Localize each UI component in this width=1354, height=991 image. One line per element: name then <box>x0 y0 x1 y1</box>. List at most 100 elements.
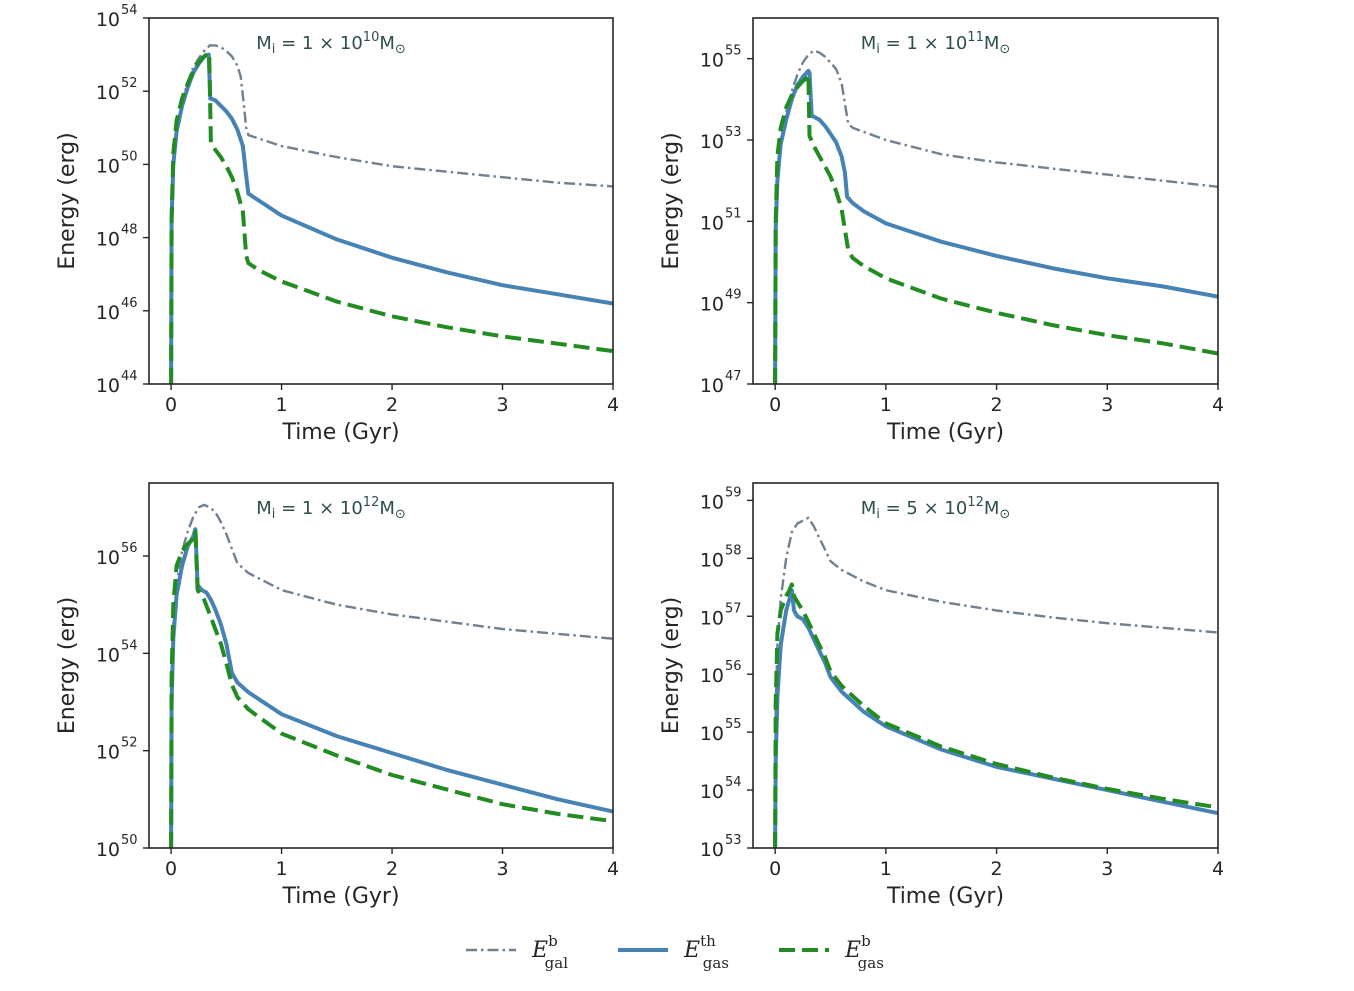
y-axis-label: Energy (erg) <box>659 597 684 734</box>
legend-label: Eth gas <box>683 932 729 972</box>
y-tick-exponent: 50 <box>121 149 138 164</box>
x-tick-label: 2 <box>991 858 1003 880</box>
series-line-e-gas-th <box>169 527 613 848</box>
series-line-e-gal-b <box>773 49 1218 384</box>
y-tick-exponent: 54 <box>121 3 138 18</box>
y-tick-exponent: 50 <box>121 833 138 848</box>
y-tick-label: 10 <box>700 50 724 72</box>
series-line-e-gal-b <box>773 516 1218 848</box>
y-tick-exponent: 54 <box>725 775 742 790</box>
x-tick-label: 1 <box>880 858 892 880</box>
y-tick-label: 10 <box>700 491 724 513</box>
legend-label: Eb gas <box>844 932 884 972</box>
series-line-e-gal-b <box>169 503 613 848</box>
y-tick-exponent: 52 <box>121 76 138 91</box>
series-line-e-gas-b <box>169 50 613 384</box>
y-tick-label: 10 <box>96 839 120 861</box>
y-axis-label: Energy (erg) <box>55 597 80 734</box>
y-tick-label: 10 <box>96 644 120 666</box>
y-tick-label: 10 <box>700 549 724 571</box>
x-axis-label: Time (Gyr) <box>886 420 1004 445</box>
x-tick-label: 4 <box>1212 394 1224 416</box>
y-tick-exponent: 51 <box>725 206 742 221</box>
y-tick-exponent: 46 <box>121 296 138 311</box>
series-line-e-gas-th <box>773 68 1218 384</box>
y-tick-exponent: 59 <box>725 485 742 500</box>
y-tick-exponent: 47 <box>725 369 742 384</box>
y-tick-label: 10 <box>96 155 120 177</box>
y-tick-exponent: 52 <box>121 736 138 751</box>
y-tick-label: 10 <box>700 665 724 687</box>
x-axis-label: Time (Gyr) <box>886 884 1004 909</box>
series-line-e-gas-b <box>773 582 1218 848</box>
y-tick-label: 10 <box>96 302 120 324</box>
x-tick-label: 1 <box>276 394 288 416</box>
y-tick-exponent: 48 <box>121 223 138 238</box>
x-tick-label: 3 <box>1101 394 1113 416</box>
y-tick-exponent: 58 <box>725 543 742 558</box>
panel-title: Mi = 1 × 1011M⊙ <box>861 30 1011 57</box>
plot-frame <box>148 482 614 849</box>
y-tick-label: 10 <box>96 229 120 251</box>
y-tick-label: 10 <box>700 375 724 397</box>
x-tick-label: 0 <box>165 394 177 416</box>
series-line-e-gas-b <box>169 529 613 848</box>
y-tick-label: 10 <box>700 781 724 803</box>
y-tick-label: 10 <box>700 294 724 316</box>
x-tick-label: 1 <box>276 858 288 880</box>
x-tick-label: 2 <box>386 858 398 880</box>
x-axis-label: Time (Gyr) <box>281 420 399 445</box>
x-tick-label: 3 <box>496 394 508 416</box>
panel-title: Mi = 1 × 1010M⊙ <box>256 30 406 57</box>
series-line-e-gas-b <box>773 72 1218 384</box>
y-tick-exponent: 55 <box>725 44 742 59</box>
y-tick-exponent: 53 <box>725 833 742 848</box>
y-tick-exponent: 44 <box>121 369 138 384</box>
y-tick-exponent: 56 <box>121 541 138 556</box>
x-tick-label: 1 <box>880 394 892 416</box>
x-tick-label: 4 <box>607 858 619 880</box>
y-tick-label: 10 <box>96 547 120 569</box>
series-line-e-gas-th <box>169 52 613 384</box>
x-tick-label: 3 <box>496 858 508 880</box>
y-tick-exponent: 53 <box>725 125 742 140</box>
x-tick-label: 4 <box>1212 858 1224 880</box>
x-tick-label: 0 <box>165 858 177 880</box>
panel-title: Mi = 5 × 1012M⊙ <box>861 495 1011 522</box>
y-tick-exponent: 57 <box>725 601 742 616</box>
y-tick-label: 10 <box>700 839 724 861</box>
y-tick-label: 10 <box>700 131 724 153</box>
y-tick-label: 10 <box>700 607 724 629</box>
y-tick-label: 10 <box>96 375 120 397</box>
y-tick-label: 10 <box>96 9 120 31</box>
plot-frame <box>148 17 614 385</box>
x-tick-label: 4 <box>607 394 619 416</box>
legend-label: Eb gal <box>531 932 568 972</box>
y-tick-exponent: 49 <box>725 288 742 303</box>
series-line-e-gas-th <box>773 588 1218 848</box>
y-tick-exponent: 55 <box>725 717 742 732</box>
y-tick-exponent: 54 <box>121 638 138 653</box>
y-axis-label: Energy (erg) <box>659 132 684 269</box>
x-tick-label: 3 <box>1101 858 1113 880</box>
x-axis-label: Time (Gyr) <box>281 884 399 909</box>
x-tick-label: 2 <box>386 394 398 416</box>
x-tick-label: 0 <box>769 858 781 880</box>
x-tick-label: 2 <box>991 394 1003 416</box>
y-tick-label: 10 <box>96 742 120 764</box>
plot-frame <box>752 482 1219 849</box>
y-tick-label: 10 <box>700 212 724 234</box>
y-tick-exponent: 56 <box>725 659 742 674</box>
plot-frame <box>752 17 1219 385</box>
x-tick-label: 0 <box>769 394 781 416</box>
y-tick-label: 10 <box>700 723 724 745</box>
y-axis-label: Energy (erg) <box>55 132 80 269</box>
series-line-e-gal-b <box>169 44 613 384</box>
legend: Eb gal Eth gas Eb gas <box>466 932 884 972</box>
y-tick-label: 10 <box>96 82 120 104</box>
